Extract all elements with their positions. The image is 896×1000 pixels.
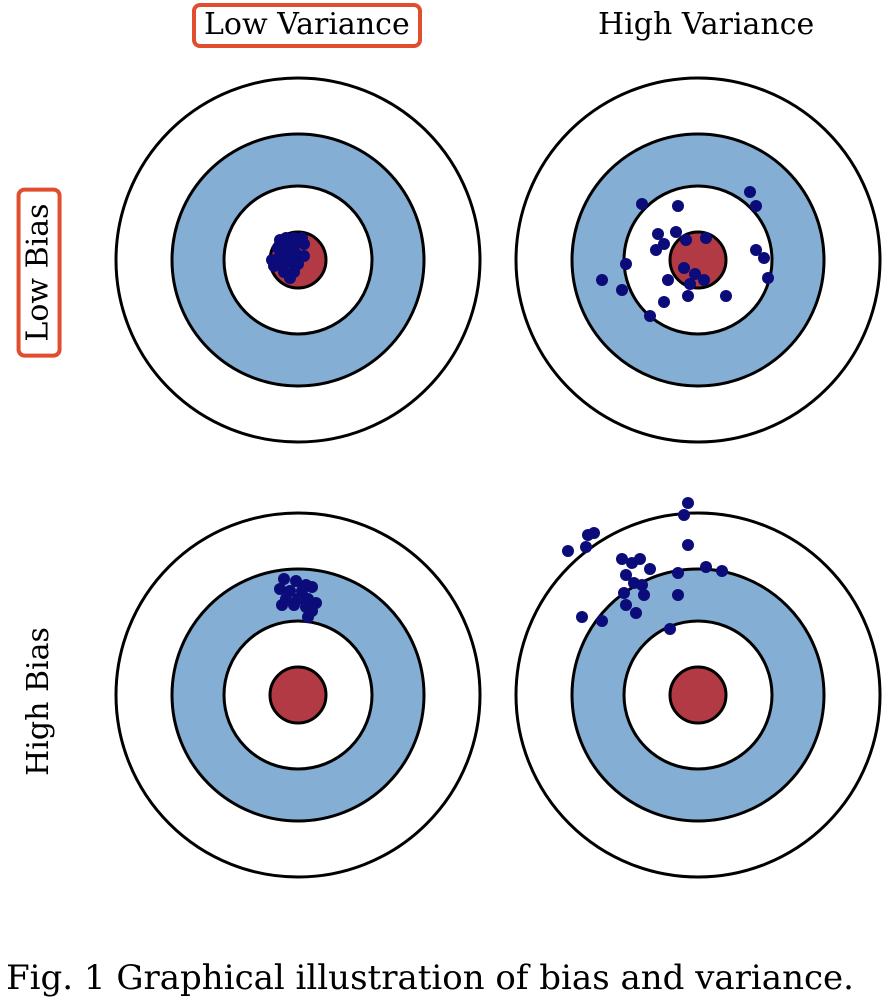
shot-dot	[680, 234, 692, 246]
shot-dot	[298, 238, 310, 250]
shot-dot	[596, 274, 608, 286]
column-label-high-variance: High Variance	[598, 7, 815, 42]
shot-dot	[744, 186, 756, 198]
column-label-low-variance: Low Variance	[192, 3, 422, 48]
shot-dot	[620, 599, 632, 611]
shot-dot	[284, 272, 296, 284]
shot-dot	[762, 272, 774, 284]
shot-dot	[274, 583, 286, 595]
bullseye	[668, 665, 728, 725]
shot-dot	[750, 244, 762, 256]
target-low-bias-low-variance	[114, 76, 482, 444]
shot-dot	[582, 529, 594, 541]
target-high-bias-high-variance	[514, 497, 882, 879]
shot-dot	[720, 290, 732, 302]
shot-dot	[644, 310, 656, 322]
shot-dot	[576, 611, 588, 623]
figure-caption: Fig. 1 Graphical illustration of bias an…	[6, 958, 854, 998]
shot-dot	[620, 569, 632, 581]
shot-dot	[662, 274, 674, 286]
shot-dot	[689, 268, 701, 280]
shot-dot	[698, 274, 710, 286]
shot-dot	[618, 587, 630, 599]
shot-dot	[716, 565, 728, 577]
shot-dot	[290, 575, 302, 587]
shot-dot	[636, 579, 648, 591]
shot-dot	[750, 200, 762, 212]
target-low-bias-high-variance	[514, 76, 882, 444]
shot-dot	[682, 539, 694, 551]
shot-dot	[682, 497, 694, 509]
shot-dot	[630, 607, 642, 619]
shot-dot	[672, 567, 684, 579]
shot-dot	[636, 198, 648, 210]
shot-dot	[634, 553, 646, 565]
shot-dot	[682, 290, 694, 302]
shot-dot	[288, 599, 300, 611]
target-high-bias-low-variance	[114, 511, 482, 879]
shot-dot	[658, 296, 670, 308]
shot-dot	[638, 589, 650, 601]
shot-dot	[620, 258, 632, 270]
shot-dot	[678, 509, 690, 521]
shot-dot	[700, 561, 712, 573]
shot-dot	[678, 262, 690, 274]
bullseye	[668, 230, 728, 290]
shot-dot	[302, 611, 314, 623]
shot-dot	[580, 541, 592, 553]
shot-dot	[562, 545, 574, 557]
shot-dot	[758, 252, 770, 264]
shot-dot	[652, 228, 664, 240]
shot-dot	[596, 615, 608, 627]
targets-grid	[114, 76, 882, 879]
bullseye	[268, 665, 328, 725]
shot-dot	[276, 599, 288, 611]
shot-dot	[664, 623, 676, 635]
shot-dot	[278, 573, 290, 585]
shot-dot	[700, 232, 712, 244]
shot-dot	[672, 589, 684, 601]
shot-dot	[650, 244, 662, 256]
shot-dot	[644, 563, 656, 575]
shot-dot	[616, 284, 628, 296]
shot-dot	[306, 581, 318, 593]
shot-dot	[616, 553, 628, 565]
shot-dot	[684, 278, 696, 290]
shot-dot	[670, 226, 682, 238]
shot-dot	[672, 200, 684, 212]
